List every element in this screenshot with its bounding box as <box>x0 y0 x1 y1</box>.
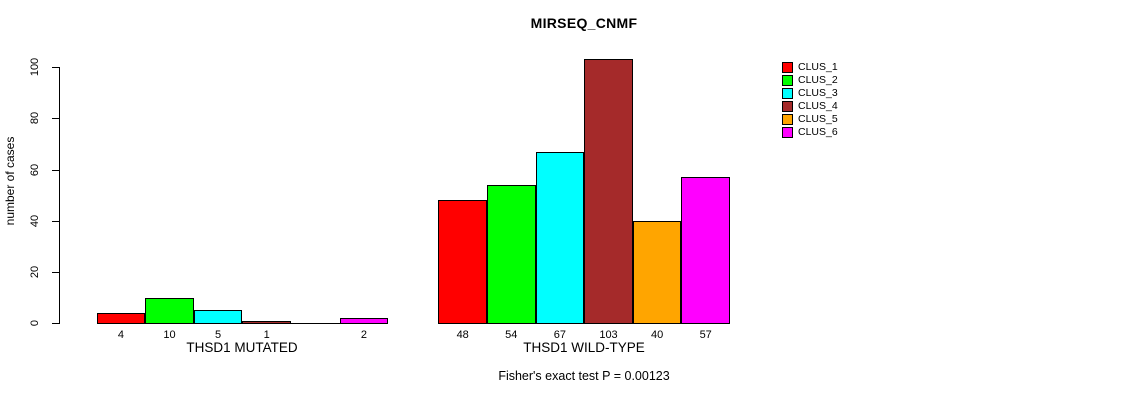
legend-item-clus_3: CLUS_3 <box>782 87 838 100</box>
zero-bar-line <box>291 323 341 325</box>
y-tick <box>51 272 59 274</box>
legend-item-clus_5: CLUS_5 <box>782 113 838 126</box>
y-tick-label: 60 <box>29 163 41 176</box>
y-tick <box>51 323 59 325</box>
legend-item-clus_2: CLUS_2 <box>782 74 838 87</box>
y-axis-title: number of cases <box>3 136 17 226</box>
y-tick-label: 0 <box>29 320 41 327</box>
bar-clus_4-group1 <box>242 320 291 325</box>
legend-swatch-icon <box>782 101 793 112</box>
legend-item-clus_4: CLUS_4 <box>782 100 838 113</box>
y-tick <box>51 67 59 68</box>
bar-clus_4-group2 <box>584 59 633 325</box>
bar-clus_2-group2 <box>487 184 536 325</box>
legend-swatch-icon <box>782 88 793 99</box>
bar-clus_1-group2 <box>438 200 487 325</box>
y-tick <box>51 169 59 171</box>
y-tick-label: 40 <box>29 214 41 227</box>
legend-label: CLUS_3 <box>798 87 838 99</box>
bar-value-label: 67 <box>553 328 567 341</box>
bar-clus_5-group2 <box>632 220 682 325</box>
legend-item-clus_6: CLUS_6 <box>782 126 838 139</box>
y-axis-line <box>58 67 60 325</box>
bar-value-label: 48 <box>456 328 469 341</box>
legend-label: CLUS_1 <box>798 61 838 73</box>
y-tick <box>51 118 59 120</box>
legend-label: CLUS_2 <box>798 74 838 86</box>
legend: CLUS_1 CLUS_2 CLUS_3 CLUS_4 CLUS_5 CLUS_6 <box>782 61 838 139</box>
legend-swatch-icon <box>782 114 793 125</box>
x-group-label-wildtype: THSD1 WILD-TYPE <box>523 340 645 355</box>
bar-value-label: 40 <box>650 328 664 341</box>
legend-swatch-icon <box>782 75 793 86</box>
bar-value-label: 103 <box>599 328 618 341</box>
fisher-test-note: Fisher's exact test P = 0.00123 <box>498 369 670 383</box>
y-tick <box>51 220 59 222</box>
bar-clus_6-group2 <box>681 177 730 325</box>
x-group-label-mutated: THSD1 MUTATED <box>186 340 298 355</box>
chart-title: MIRSEQ_CNMF <box>530 15 638 31</box>
bar-value-label: 5 <box>215 328 222 341</box>
bar-clus_3-group2 <box>535 151 585 325</box>
bar-value-label: 4 <box>117 328 124 341</box>
bar-value-label: 10 <box>163 328 176 341</box>
legend-item-clus_1: CLUS_1 <box>782 61 838 74</box>
bar-value-label: 57 <box>699 328 712 341</box>
bar-clus_1-group1 <box>96 313 146 325</box>
y-tick-label: 100 <box>29 57 41 77</box>
bar-value-label: 1 <box>263 328 270 341</box>
legend-swatch-icon <box>782 62 793 73</box>
bar-clus_6-group1 <box>339 318 389 325</box>
bar-clus_2-group1 <box>145 297 194 325</box>
legend-label: CLUS_4 <box>798 100 838 112</box>
bar-value-label: 2 <box>360 328 367 341</box>
legend-swatch-icon <box>782 127 793 138</box>
y-tick-label: 80 <box>29 112 41 125</box>
bar-value-label: 54 <box>505 328 518 341</box>
y-tick-label: 20 <box>29 265 41 279</box>
legend-label: CLUS_6 <box>798 126 838 138</box>
bar-clus_3-group1 <box>193 310 243 325</box>
legend-label: CLUS_5 <box>798 113 838 125</box>
